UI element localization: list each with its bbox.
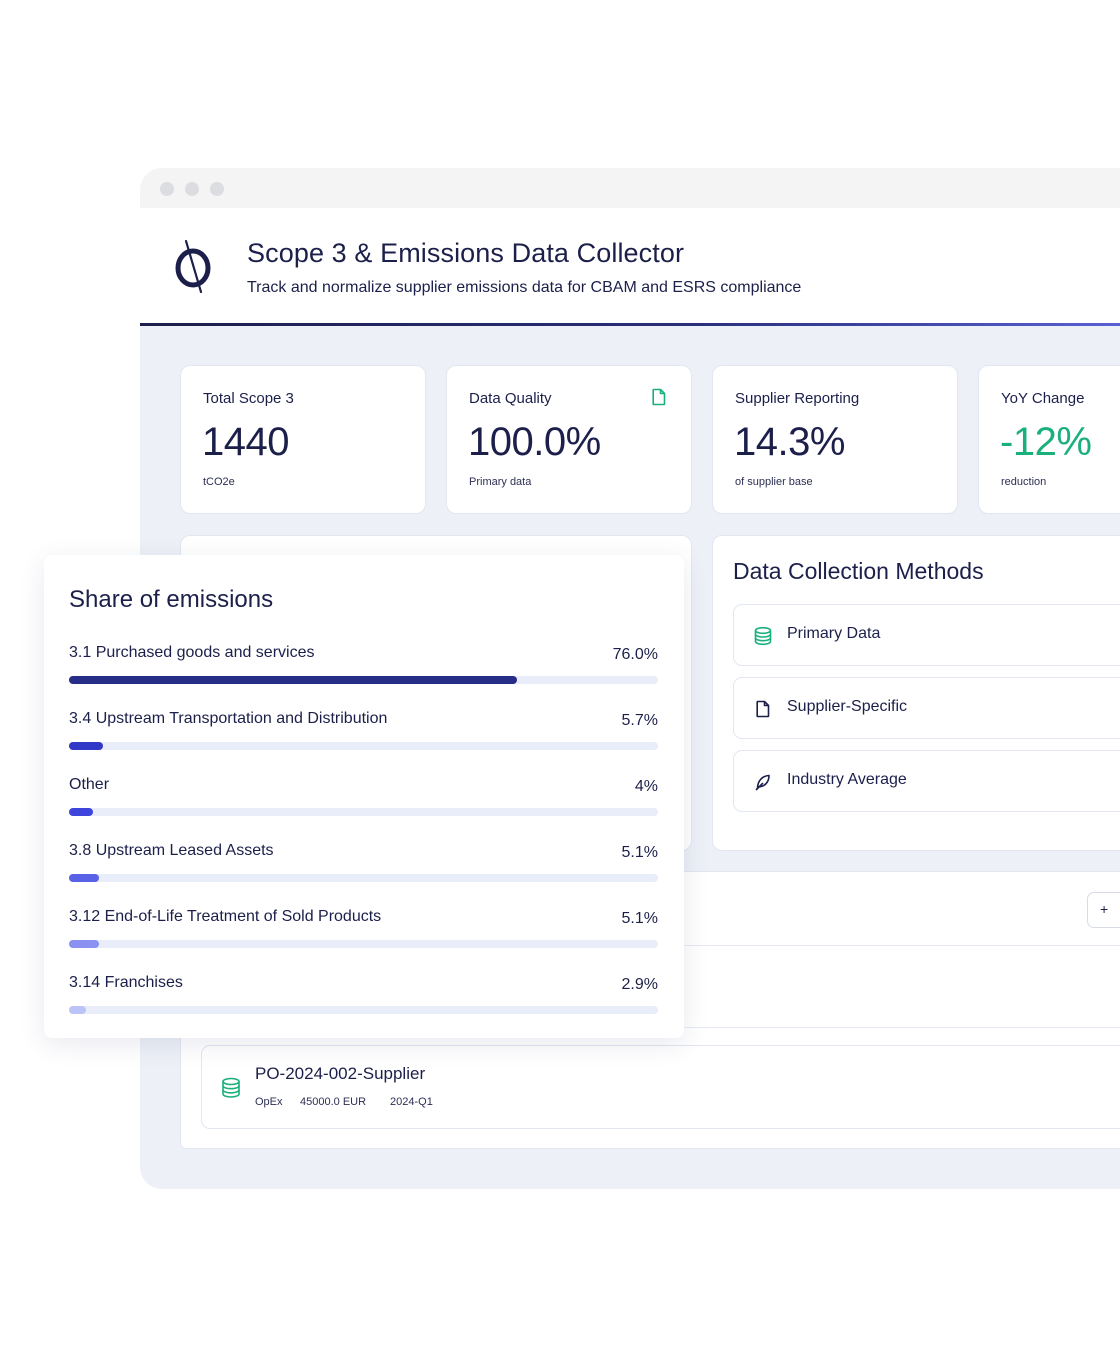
share-row: Other 4% (69, 776, 658, 816)
share-percentage: 2.9% (621, 976, 658, 993)
method-label: Supplier-Specific (787, 698, 908, 715)
share-row: 3.8 Upstream Leased Assets 5.1% (69, 842, 658, 882)
share-label: 3.14 Franchises (69, 974, 183, 991)
share-label: 3.1 Purchased goods and services (69, 644, 315, 661)
document-icon (756, 700, 770, 718)
data-collection-methods-panel: Data Collection Methods Primary Data Sup… (712, 535, 1120, 851)
kpi-unit: of supplier base (735, 476, 813, 488)
share-bar-track (69, 676, 658, 684)
share-bar-fill (69, 940, 100, 948)
window-maximize-dot[interactable] (210, 182, 224, 196)
share-title: Share of emissions (69, 586, 274, 613)
method-supplier-specific[interactable]: Supplier-Specific (733, 677, 1120, 739)
share-bar-track (69, 940, 658, 948)
circle-slash-logo (175, 239, 211, 294)
section-title: Data Collection Methods (733, 558, 984, 584)
share-bar-fill (69, 676, 517, 684)
share-percentage: 5.7% (621, 712, 658, 729)
leaf-icon (755, 774, 770, 791)
kpi-label: YoY Change (1001, 390, 1085, 407)
share-bar-fill (69, 742, 103, 750)
record-amount: 45000.0 EUR (300, 1096, 367, 1108)
share-percentage: 5.1% (621, 844, 658, 861)
kpi-label: Total Scope 3 (203, 390, 294, 407)
record-title: PO-2024-002-Supplier (255, 1064, 426, 1083)
share-bar-track (69, 874, 658, 882)
kpi-value: -12% (1000, 420, 1092, 464)
share-label: 3.8 Upstream Leased Assets (69, 842, 274, 859)
add-button-label: + (1100, 901, 1109, 917)
page-subtitle: Track and normalize supplier emissions d… (247, 279, 802, 296)
kpi-value: 1440 (202, 420, 289, 464)
add-record-button[interactable]: + (1087, 892, 1120, 928)
app-header (140, 208, 1120, 323)
kpi-card-total-scope3: Total Scope 3 1440 tCO2e (180, 365, 426, 514)
share-percentage: 5.1% (621, 910, 658, 927)
kpi-card-yoy-change: YoY Change -12% reduction (978, 365, 1120, 514)
window-minimize-dot[interactable] (185, 182, 199, 196)
share-row: 3.1 Purchased goods and services 76.0% (69, 644, 658, 684)
method-label: Primary Data (787, 625, 881, 642)
share-label: 3.12 End-of-Life Treatment of Sold Produ… (69, 908, 382, 925)
share-row: 3.4 Upstream Transportation and Distribu… (69, 710, 658, 750)
method-label: Industry Average (787, 771, 907, 788)
kpi-value: 100.0% (468, 420, 601, 464)
window-titlebar (140, 168, 1120, 208)
kpi-unit: Primary data (469, 476, 532, 488)
share-label: 3.4 Upstream Transportation and Distribu… (69, 710, 388, 727)
database-icon (754, 626, 772, 646)
page-title: Scope 3 & Emissions Data Collector (247, 238, 685, 268)
document-icon (652, 388, 666, 406)
share-bar-fill (69, 874, 100, 882)
kpi-value: 14.3% (734, 420, 845, 464)
database-icon (222, 1077, 240, 1098)
kpi-card-supplier-reporting: Supplier Reporting 14.3% of supplier bas… (712, 365, 958, 514)
share-percentage: 76.0% (612, 646, 658, 663)
header-divider (140, 323, 1120, 326)
share-bar-track (69, 808, 658, 816)
share-bar-track (69, 742, 658, 750)
share-row: 3.14 Franchises 2.9% (69, 974, 658, 1014)
kpi-label: Supplier Reporting (735, 390, 860, 407)
method-industry-average[interactable]: Industry Average (733, 750, 1120, 812)
app-window: Scope 3 & Emissions Data Collector Track… (140, 168, 1120, 1189)
record-category: OpEx (255, 1096, 283, 1108)
share-of-emissions-card: Share of emissions 3.1 Purchased goods a… (44, 555, 684, 1038)
kpi-unit: reduction (1001, 476, 1047, 488)
kpi-unit: tCO2e (203, 476, 235, 488)
record-period: 2024-Q1 (390, 1096, 433, 1108)
share-percentage: 4% (634, 778, 658, 795)
window-close-dot[interactable] (160, 182, 174, 196)
kpi-label: Data Quality (469, 390, 552, 407)
list-item[interactable]: PO-2024-002-Supplier OpEx 45000.0 EUR 20… (201, 1045, 1120, 1129)
method-primary-data[interactable]: Primary Data (733, 604, 1120, 666)
share-bar-fill (69, 808, 93, 816)
share-label: Other (69, 776, 110, 793)
share-bar-fill (69, 1006, 87, 1014)
share-row: 3.12 End-of-Life Treatment of Sold Produ… (69, 908, 658, 948)
kpi-card-data-quality: Data Quality 100.0% Primary data (446, 365, 692, 514)
share-bar-track (69, 1006, 658, 1014)
